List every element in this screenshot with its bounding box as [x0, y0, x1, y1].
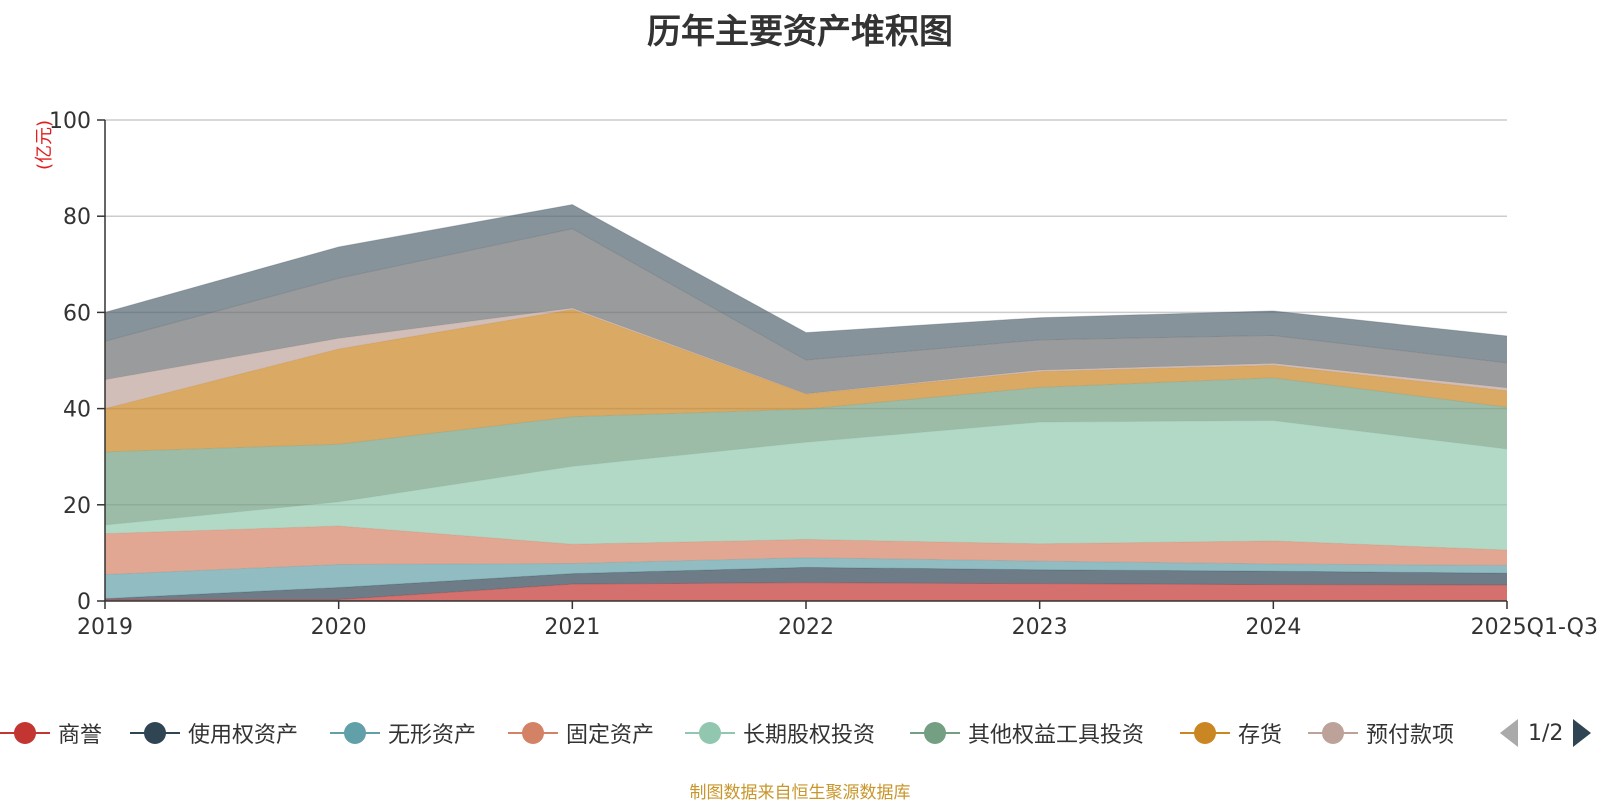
x-tick-label: 2020 [311, 615, 367, 640]
legend-item-goodwill[interactable]: 商誉 [0, 716, 102, 750]
legend: 商誉 使用权资产 无形资产 固定资产 长期股权投资 其他权益工具投资 存货 预付… [0, 716, 1600, 750]
legend-marker-icon [130, 716, 180, 750]
legend-item-prepayments[interactable]: 预付款项 [1308, 716, 1454, 750]
legend-item-long-term-equity-investment[interactable]: 长期股权投资 [685, 716, 875, 750]
axis-layer: 0 20 40 60 80 100 2019 2020 2021 2022 2023 2024 2025… [49, 109, 1598, 640]
legend-label: 商誉 [58, 723, 103, 748]
area-line-9 [104, 204, 1508, 337]
legend-prev-page-icon[interactable] [1500, 719, 1518, 747]
legend-item-inventory[interactable]: 存货 [1180, 716, 1282, 750]
area-series-3 [105, 525, 1507, 575]
legend-label: 固定资产 [566, 723, 655, 748]
legend-item-intangible-assets[interactable]: 无形资产 [330, 716, 476, 750]
area-series-2 [105, 557, 1507, 599]
legend-label: 长期股权投资 [743, 723, 876, 748]
legend-pager: 1/2 [1500, 716, 1592, 750]
area-series-0 [105, 582, 1507, 601]
x-tick-label: 2021 [544, 615, 600, 640]
area-series-1 [105, 567, 1507, 600]
area-series-8 [105, 228, 1507, 394]
y-tick-label: 60 [63, 301, 91, 326]
y-tick-label: 80 [63, 205, 91, 230]
y-tick-label: 20 [63, 494, 91, 519]
legend-marker-icon [508, 716, 558, 750]
chart-canvas: 0 20 40 60 80 100 2019 2020 2021 2022 2023 2024 2025… [34, 109, 1598, 640]
legend-marker-icon [0, 716, 50, 750]
x-tick-label: 2024 [1245, 615, 1301, 640]
x-tick-label: 2025Q1-Q3 [1471, 615, 1598, 640]
legend-marker-icon [910, 716, 960, 750]
y-tick-label: 40 [63, 398, 91, 423]
area-series-6 [105, 309, 1507, 452]
legend-item-fixed-assets[interactable]: 固定资产 [508, 716, 654, 750]
area-series-4 [105, 420, 1507, 551]
legend-marker-icon [1308, 716, 1358, 750]
legend-label: 使用权资产 [188, 723, 299, 748]
legend-marker-icon [685, 716, 735, 750]
area-series-5 [105, 377, 1507, 526]
legend-page-indicator: 1/2 [1528, 720, 1564, 746]
legend-item-other-equity-instruments[interactable]: 其他权益工具投资 [910, 716, 1144, 750]
legend-label: 其他权益工具投资 [968, 723, 1145, 748]
legend-marker-icon [1180, 716, 1230, 750]
x-tick-label: 2022 [778, 615, 834, 640]
y-tick-label: 0 [77, 590, 91, 615]
x-tick-label: 2019 [77, 615, 133, 640]
area-series-9 [105, 204, 1507, 363]
area-layer [104, 204, 1508, 601]
y-tick-label: 100 [49, 109, 91, 134]
x-tick-label: 2023 [1012, 615, 1068, 640]
legend-item-right-of-use-assets[interactable]: 使用权资产 [130, 716, 298, 750]
source-note: 制图数据来自恒生聚源数据库 [689, 783, 911, 803]
legend-label: 无形资产 [388, 723, 477, 748]
legend-next-page-icon[interactable] [1573, 719, 1592, 747]
legend-label: 存货 [1238, 723, 1283, 748]
chart-title: 历年主要资产堆积图 [647, 12, 953, 52]
legend-marker-icon [330, 716, 380, 750]
legend-label: 预付款项 [1366, 723, 1455, 748]
y-axis-unit-label: (亿元) [34, 120, 55, 170]
